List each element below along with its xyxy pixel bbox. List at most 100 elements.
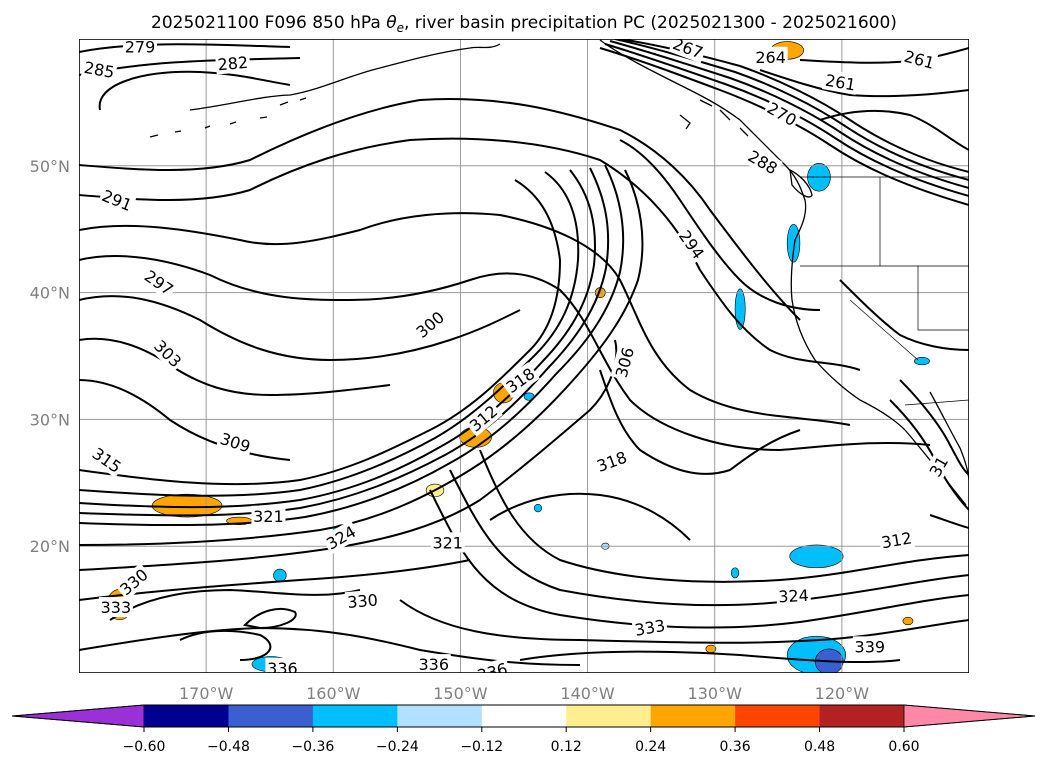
contour-line (79, 169, 644, 546)
contour-line (839, 279, 969, 351)
contour-label-bg (822, 69, 860, 95)
colorbar-cell (735, 705, 821, 727)
contour-line (819, 109, 969, 151)
contour-line (79, 295, 521, 362)
contour-label-bg (463, 399, 503, 437)
theta-e-contours (79, 39, 969, 666)
contour-label-bg (139, 264, 179, 301)
colorbar-cell (650, 705, 736, 727)
contour-label-bg (148, 334, 188, 373)
contour-line (489, 492, 691, 541)
contour-label: 336 (267, 659, 298, 678)
contour-line (599, 369, 801, 475)
contour-label-bg (900, 45, 939, 74)
colorbar-tick-label: 0.48 (804, 739, 835, 755)
precip-patch (734, 288, 746, 330)
contour-label-bg (321, 520, 361, 555)
contour-line (79, 98, 801, 321)
contour-line (429, 489, 969, 629)
contour-line (179, 629, 272, 661)
lon-tick-label: 120°W (815, 684, 870, 703)
contour-label-bg (762, 96, 802, 131)
lon-tick-label: 170°W (179, 684, 234, 703)
contour-label-bg (215, 51, 251, 75)
colorbar: −0.60 −0.48 −0.36 −0.24 −0.12 0.12 0.24 0.36 0.4… (11, 704, 1036, 755)
contour-label-bg (668, 39, 708, 64)
contour-line (79, 212, 851, 426)
colorbar-cell (397, 705, 483, 727)
colorbar-tick-label: 0.24 (635, 739, 666, 755)
precip-patch (533, 504, 543, 513)
contour-label-bg (98, 597, 133, 618)
contour-line (79, 137, 861, 371)
contour-line (79, 43, 291, 53)
lat-tick-label: 40°N (30, 284, 70, 303)
contour-line (79, 339, 618, 571)
contour-label: 336 (418, 655, 449, 674)
colorbar-cell (481, 705, 567, 727)
contour-line (79, 169, 596, 509)
contour-label-bg (592, 446, 632, 477)
contour-label-bg (776, 584, 812, 607)
colorbar-tick-label: 0.12 (551, 739, 582, 755)
colorbar-tick-label: −0.12 (460, 739, 503, 755)
contour-line (519, 650, 901, 664)
lon-tick-label: 140°W (560, 684, 615, 703)
us-mexico-border (904, 399, 969, 406)
contour-label-bg (416, 654, 451, 673)
contour-line (79, 559, 471, 601)
contour-label-bg (344, 589, 381, 613)
lon-tick-label: 130°W (688, 684, 743, 703)
colorbar-cell (228, 705, 314, 727)
contour-label-bg (251, 505, 286, 526)
contour-line (109, 588, 361, 621)
colorbar-ticks: −0.60 −0.48 −0.36 −0.24 −0.12 0.12 0.24 0.36 0.4… (123, 727, 920, 755)
contour-label-bg (500, 362, 540, 399)
colorbar-cell (312, 705, 398, 727)
alaska-coast (189, 43, 501, 111)
precip-patch (730, 567, 740, 579)
contour-line (79, 171, 580, 497)
longitude-labels: 170°W 160°W 150°W 140°W 130°W 120°W (179, 684, 869, 703)
state-borders (800, 177, 969, 361)
mexico-coast (929, 391, 969, 481)
contour-label-bg (631, 614, 669, 641)
contour-label-bg (430, 532, 465, 553)
precip-patch (902, 616, 914, 626)
gulf-of-alaska-islands (679, 99, 749, 137)
contour-line (619, 139, 821, 311)
contour-label-bg (921, 446, 956, 487)
figure-title: 2025021100 F096 850 hPa θe, river basin … (151, 13, 897, 35)
colorbar-cells (144, 705, 905, 727)
contour-line (79, 164, 625, 527)
bc-coast (599, 39, 807, 241)
colorbar-cell (144, 705, 229, 727)
colorbar-tick-label: −0.48 (207, 739, 250, 755)
contour-label: 321 (432, 533, 463, 552)
colorbar-tick-label: −0.60 (123, 739, 166, 755)
lat-tick-label: 30°N (30, 410, 70, 429)
contour-label: 282 (217, 53, 249, 75)
precip-patch (789, 544, 844, 569)
vancouver-island (789, 168, 813, 198)
us-west-coast (790, 239, 906, 431)
colorbar-tick-label: 0.36 (720, 739, 751, 755)
contour-line (242, 607, 297, 630)
colorbar-cell (819, 705, 905, 727)
contour-line (98, 70, 291, 111)
contour-line (79, 179, 562, 486)
contour-line (79, 337, 391, 397)
contour-line (614, 39, 969, 181)
contour-label-bg (123, 39, 158, 57)
contour-label: 324 (778, 586, 809, 607)
contour-label: 321 (253, 507, 284, 526)
contour-line (609, 40, 969, 189)
contour-label-bg (265, 657, 300, 673)
precip-patch (273, 568, 287, 583)
colorbar-tick-label: 0.60 (888, 739, 919, 755)
lat-tick-label: 50°N (30, 157, 70, 176)
contour-label-bg (673, 224, 710, 265)
contour-label-bg (878, 527, 916, 553)
